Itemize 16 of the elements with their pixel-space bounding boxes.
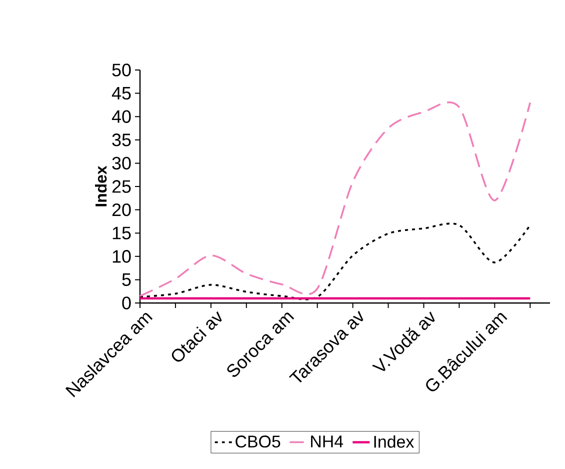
y-tick-label: 0 [122, 296, 131, 310]
y-tick-label: 15 [112, 226, 131, 240]
legend-label: CBO5 [236, 436, 280, 448]
y-tick-label: 35 [112, 134, 131, 146]
legend-label: NH4 [311, 436, 344, 448]
y-tick-label: 30 [112, 156, 131, 170]
y-tick-label: 10 [112, 250, 131, 263]
y-tick-label: 50 [112, 64, 131, 76]
y-tick-label: 40 [112, 110, 131, 123]
line-series [139, 102, 532, 297]
y-tick-label: 25 [112, 180, 131, 193]
y-tick-label: 5 [122, 273, 131, 286]
y-tick-label: 20 [112, 203, 131, 216]
legend-label: Index [374, 435, 414, 448]
y-tick-label: 45 [112, 87, 131, 100]
y-axis-title: Index [94, 166, 107, 206]
